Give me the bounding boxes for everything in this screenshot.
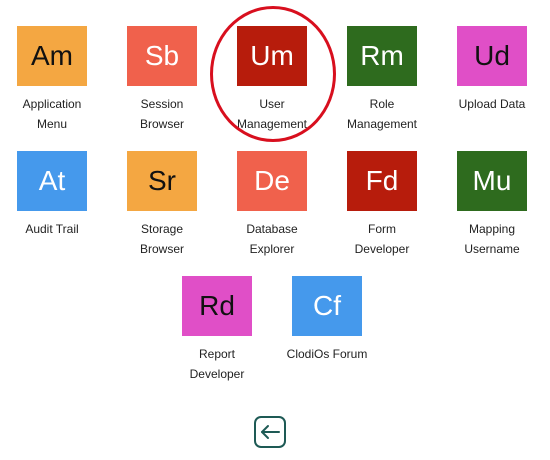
- tile-label-line: Management: [346, 117, 418, 131]
- tile-user-management[interactable]: Um User Management: [217, 26, 327, 134]
- clodios-forum-icon: Cf: [292, 276, 362, 336]
- tile-label: User Management: [217, 94, 327, 134]
- tile-label-line: Form: [368, 222, 396, 236]
- tile-label-line: Storage: [140, 222, 184, 236]
- tile-label: Form Developer: [327, 219, 437, 259]
- tile-label-line: Report: [198, 347, 236, 361]
- tile-abbr: Sb: [144, 40, 180, 71]
- tile-label-line: Menu: [36, 117, 68, 131]
- tile-label: Audit Trail: [0, 219, 107, 239]
- tile-mapping-username[interactable]: Mu Mapping Username: [437, 151, 547, 259]
- storage-browser-icon: Sr: [127, 151, 197, 211]
- tile-abbr: Fd: [365, 165, 399, 196]
- tile-label-line: Role: [369, 97, 395, 111]
- tile-report-developer[interactable]: Rd Report Developer: [162, 276, 272, 384]
- tile-role-management[interactable]: Rm Role Management: [327, 26, 437, 134]
- tile-abbr: Rm: [360, 40, 404, 71]
- back-button[interactable]: [254, 416, 286, 448]
- tile-label-line: Management: [236, 117, 308, 131]
- tile-label: Database Explorer: [217, 219, 327, 259]
- tile-label-line: Mapping: [468, 222, 516, 236]
- tile-audit-trail[interactable]: At Audit Trail: [0, 151, 107, 239]
- form-developer-icon: Fd: [347, 151, 417, 211]
- tile-abbr: Mu: [472, 165, 512, 196]
- tile-application-menu[interactable]: Am Application Menu: [0, 26, 107, 134]
- audit-trail-icon: At: [17, 151, 87, 211]
- database-explorer-icon: De: [237, 151, 307, 211]
- tile-label: Application Menu: [0, 94, 107, 134]
- tile-abbr: Am: [31, 40, 73, 71]
- role-management-icon: Rm: [347, 26, 417, 86]
- tile-label: Report Developer: [162, 344, 272, 384]
- upload-data-icon: Ud: [457, 26, 527, 86]
- tile-clodios-forum[interactable]: Cf ClodiOs Forum: [272, 276, 382, 364]
- tile-abbr: Um: [250, 40, 294, 71]
- arrow-left-icon: [261, 425, 280, 439]
- tile-database-explorer[interactable]: De Database Explorer: [217, 151, 327, 259]
- user-management-icon: Um: [237, 26, 307, 86]
- tile-label-line: Browser: [139, 117, 184, 131]
- tile-label: ClodiOs Forum: [272, 344, 382, 364]
- tile-abbr: Sr: [148, 165, 176, 196]
- tile-abbr: Cf: [313, 290, 341, 321]
- tile-upload-data[interactable]: Ud Upload Data: [437, 26, 547, 114]
- tile-label-line: Developer: [189, 367, 245, 381]
- tile-abbr: At: [38, 165, 66, 196]
- tile-label-line: Session: [140, 97, 184, 111]
- tile-label-line: Explorer: [249, 242, 295, 256]
- report-developer-icon: Rd: [182, 276, 252, 336]
- tile-label-line: Browser: [139, 242, 184, 256]
- tile-label: Role Management: [327, 94, 437, 134]
- tile-label-line: Database: [246, 222, 298, 236]
- tile-label-line: Developer: [354, 242, 410, 256]
- mapping-username-icon: Mu: [457, 151, 527, 211]
- tile-label: Storage Browser: [107, 219, 217, 259]
- tile-abbr: De: [254, 165, 290, 196]
- tile-label-line: Audit Trail: [25, 222, 79, 236]
- tile-label-line: ClodiOs Forum: [286, 347, 368, 361]
- tile-form-developer[interactable]: Fd Form Developer: [327, 151, 437, 259]
- tile-storage-browser[interactable]: Sr Storage Browser: [107, 151, 217, 259]
- session-browser-icon: Sb: [127, 26, 197, 86]
- tile-session-browser[interactable]: Sb Session Browser: [107, 26, 217, 134]
- tile-label-line: Username: [464, 242, 520, 256]
- tile-abbr: Rd: [199, 290, 235, 321]
- tile-label: Session Browser: [107, 94, 217, 134]
- tile-label: Mapping Username: [437, 219, 547, 259]
- tile-abbr: Ud: [474, 40, 510, 71]
- tile-label-line: User: [259, 97, 285, 111]
- application-menu-icon: Am: [17, 26, 87, 86]
- tile-label: Upload Data: [437, 94, 547, 114]
- tile-label-line: Upload Data: [458, 97, 526, 111]
- tile-label-line: Application: [22, 97, 82, 111]
